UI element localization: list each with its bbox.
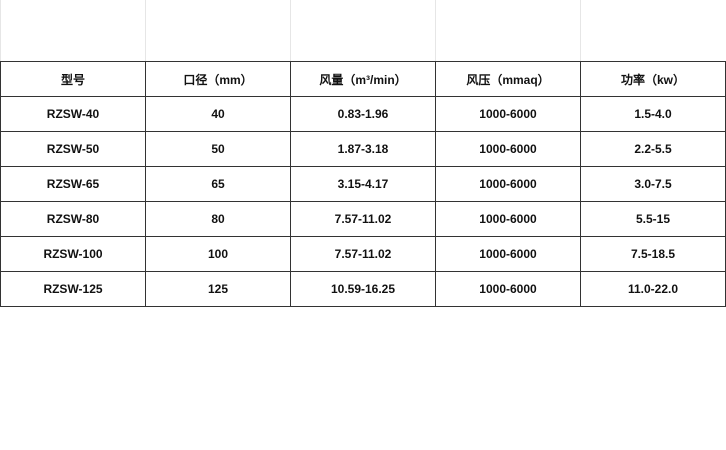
cell-diameter: 100 [145, 236, 291, 272]
spec-table: 型号 口径（mm） 风量（m³/min） 风压（mmaq） 功率（kw） RZS… [0, 61, 726, 307]
cell-airflow: 7.57-11.02 [290, 236, 436, 272]
table-row: RZSW-65 65 3.15-4.17 1000-6000 3.0-7.5 [0, 166, 726, 202]
cell-pressure: 1000-6000 [435, 166, 581, 202]
faint-gridline [290, 0, 291, 61]
table-row: RZSW-50 50 1.87-3.18 1000-6000 2.2-5.5 [0, 131, 726, 167]
cell-model: RZSW-125 [0, 271, 146, 307]
table-row: RZSW-100 100 7.57-11.02 1000-6000 7.5-18.5 [0, 236, 726, 272]
cell-model: RZSW-65 [0, 166, 146, 202]
cell-airflow: 3.15-4.17 [290, 166, 436, 202]
table-row: RZSW-40 40 0.83-1.96 1000-6000 1.5-4.0 [0, 96, 726, 132]
cell-pressure: 1000-6000 [435, 131, 581, 167]
cell-model: RZSW-100 [0, 236, 146, 272]
cell-diameter: 80 [145, 201, 291, 237]
header-row: 型号 口径（mm） 风量（m³/min） 风压（mmaq） 功率（kw） [0, 61, 726, 97]
header-diameter: 口径（mm） [145, 61, 291, 97]
faint-gridline [145, 0, 146, 61]
faint-gridline [580, 0, 581, 61]
cell-model: RZSW-50 [0, 131, 146, 167]
cell-diameter: 65 [145, 166, 291, 202]
header-pressure: 风压（mmaq） [435, 61, 581, 97]
cell-power: 5.5-15 [580, 201, 726, 237]
cell-power: 3.0-7.5 [580, 166, 726, 202]
cell-diameter: 40 [145, 96, 291, 132]
cell-power: 2.2-5.5 [580, 131, 726, 167]
faint-gridline [0, 0, 1, 61]
cell-airflow: 7.57-11.02 [290, 201, 436, 237]
header-model: 型号 [0, 61, 146, 97]
cell-power: 1.5-4.0 [580, 96, 726, 132]
cell-diameter: 50 [145, 131, 291, 167]
cell-pressure: 1000-6000 [435, 201, 581, 237]
cell-model: RZSW-80 [0, 201, 146, 237]
cell-model: RZSW-40 [0, 96, 146, 132]
header-airflow: 风量（m³/min） [290, 61, 436, 97]
cell-airflow: 1.87-3.18 [290, 131, 436, 167]
header-power: 功率（kw） [580, 61, 726, 97]
cell-power: 7.5-18.5 [580, 236, 726, 272]
faint-gridline [435, 0, 436, 61]
table-row: RZSW-80 80 7.57-11.02 1000-6000 5.5-15 [0, 201, 726, 237]
cell-pressure: 1000-6000 [435, 271, 581, 307]
cell-power: 11.0-22.0 [580, 271, 726, 307]
cell-diameter: 125 [145, 271, 291, 307]
cell-airflow: 0.83-1.96 [290, 96, 436, 132]
cell-airflow: 10.59-16.25 [290, 271, 436, 307]
cell-pressure: 1000-6000 [435, 96, 581, 132]
table-row: RZSW-125 125 10.59-16.25 1000-6000 11.0-22.0 [0, 271, 726, 307]
cell-pressure: 1000-6000 [435, 236, 581, 272]
